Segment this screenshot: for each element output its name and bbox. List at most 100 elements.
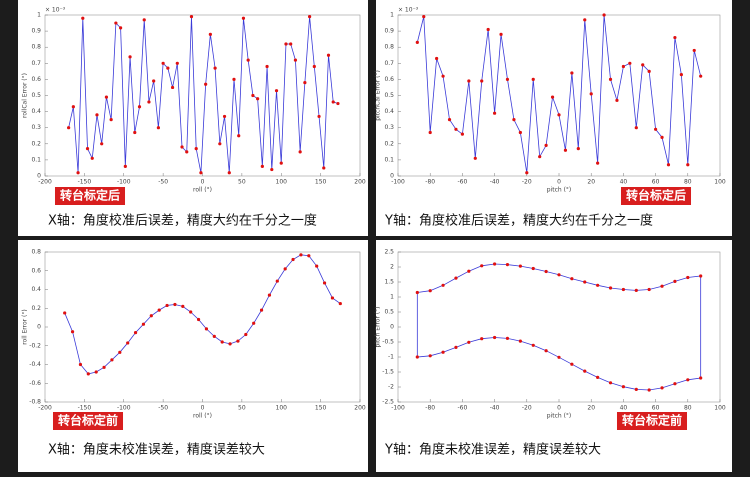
point (213, 66, 217, 70)
x-tick-label: 100 (714, 405, 726, 412)
point (95, 113, 99, 117)
point (660, 135, 664, 139)
point (259, 308, 264, 312)
x-tick-label: 150 (315, 405, 327, 412)
point (322, 166, 326, 170)
point (641, 63, 645, 67)
point (299, 253, 303, 257)
y-tick-label: 1 (390, 294, 394, 301)
point (660, 284, 664, 288)
y-tick-label: 0 (390, 173, 394, 180)
point (212, 334, 216, 338)
y-tick-label: 2 (390, 264, 394, 271)
x-tick-label: 20 (587, 405, 595, 412)
x-tick-label: -200 (38, 405, 52, 412)
point (161, 61, 165, 65)
point (170, 85, 175, 90)
x-tick-label: -150 (78, 179, 92, 186)
x-tick-label: -80 (425, 179, 435, 186)
y-tick-label: 1.5 (384, 279, 394, 286)
point (270, 167, 274, 172)
point (563, 148, 568, 152)
x-tick-label: 200 (354, 179, 366, 186)
x-tick-label: 60 (652, 405, 660, 412)
point (415, 290, 419, 295)
y-tick-label: 0.2 (31, 305, 41, 312)
point (647, 287, 651, 292)
x-tick-label: 50 (238, 179, 246, 186)
badge-text: 转台标定前 (58, 413, 118, 428)
plot-area (44, 251, 361, 403)
point (338, 301, 342, 306)
y-multiplier: × 10⁻³ (45, 7, 66, 14)
x-tick-label: 40 (620, 179, 628, 186)
y-tick-label: -0.2 (29, 342, 41, 349)
point (251, 93, 255, 98)
x-tick-label: 100 (276, 179, 288, 186)
point (428, 354, 432, 358)
point (128, 55, 132, 59)
point (634, 288, 638, 292)
x-tick-label: -60 (457, 405, 467, 412)
x-tick-label: 100 (276, 405, 288, 412)
point (615, 98, 619, 102)
point (78, 362, 83, 367)
point (185, 150, 189, 154)
y-tick-label: 0.9 (31, 28, 41, 35)
point (114, 21, 118, 25)
y-axis-label: roll Error (°) (22, 309, 29, 344)
point (699, 74, 703, 78)
y-tick-label: 0.6 (31, 76, 41, 83)
point (173, 302, 177, 307)
point (308, 15, 312, 19)
point (602, 13, 606, 17)
y-multiplier: × 10⁻³ (398, 7, 419, 14)
point (109, 118, 113, 122)
point (326, 53, 331, 57)
point (454, 276, 458, 280)
point (141, 322, 146, 326)
y-tick-label: 0.8 (31, 44, 41, 51)
point (70, 330, 75, 334)
y-tick-label: -0.4 (29, 361, 41, 368)
badge (54, 187, 126, 205)
point (647, 388, 651, 392)
x-tick-label: 80 (684, 179, 692, 186)
point (531, 343, 535, 347)
point (673, 382, 677, 386)
y-tick-label: 0.8 (31, 249, 41, 256)
plot-area (44, 14, 361, 177)
point (428, 289, 432, 293)
point (90, 156, 94, 160)
point (550, 95, 555, 99)
x-axis-label: pitch (°) (547, 187, 572, 194)
y-tick-label: 0.4 (31, 108, 41, 115)
point (118, 350, 122, 354)
point (291, 257, 295, 262)
point (256, 97, 260, 101)
point (152, 79, 156, 83)
point (246, 58, 250, 62)
point (137, 105, 142, 109)
point (538, 155, 542, 159)
point (583, 280, 587, 284)
x-tick-label: 20 (587, 179, 595, 186)
point (422, 15, 426, 19)
caption: X轴：角度校准后误差，精度大约在千分之一度 (48, 213, 317, 229)
x-tick-label: 150 (315, 179, 327, 186)
y-tick-label: 0.4 (384, 108, 394, 115)
y-tick-label: 0.7 (384, 60, 394, 67)
x-tick-label: -100 (117, 179, 131, 186)
y-tick-label: -0.5 (382, 339, 394, 346)
point (505, 77, 510, 81)
y-tick-label: 0.2 (384, 140, 394, 147)
x-tick-label: -50 (158, 405, 168, 412)
point (480, 337, 484, 341)
badge-text: 转台标定前 (622, 413, 682, 428)
point (260, 164, 264, 168)
badge-text: 转台标定后 (626, 188, 686, 203)
point (518, 339, 522, 343)
y-tick-label: 0.5 (384, 92, 394, 99)
x-tick-label: -200 (38, 179, 52, 186)
